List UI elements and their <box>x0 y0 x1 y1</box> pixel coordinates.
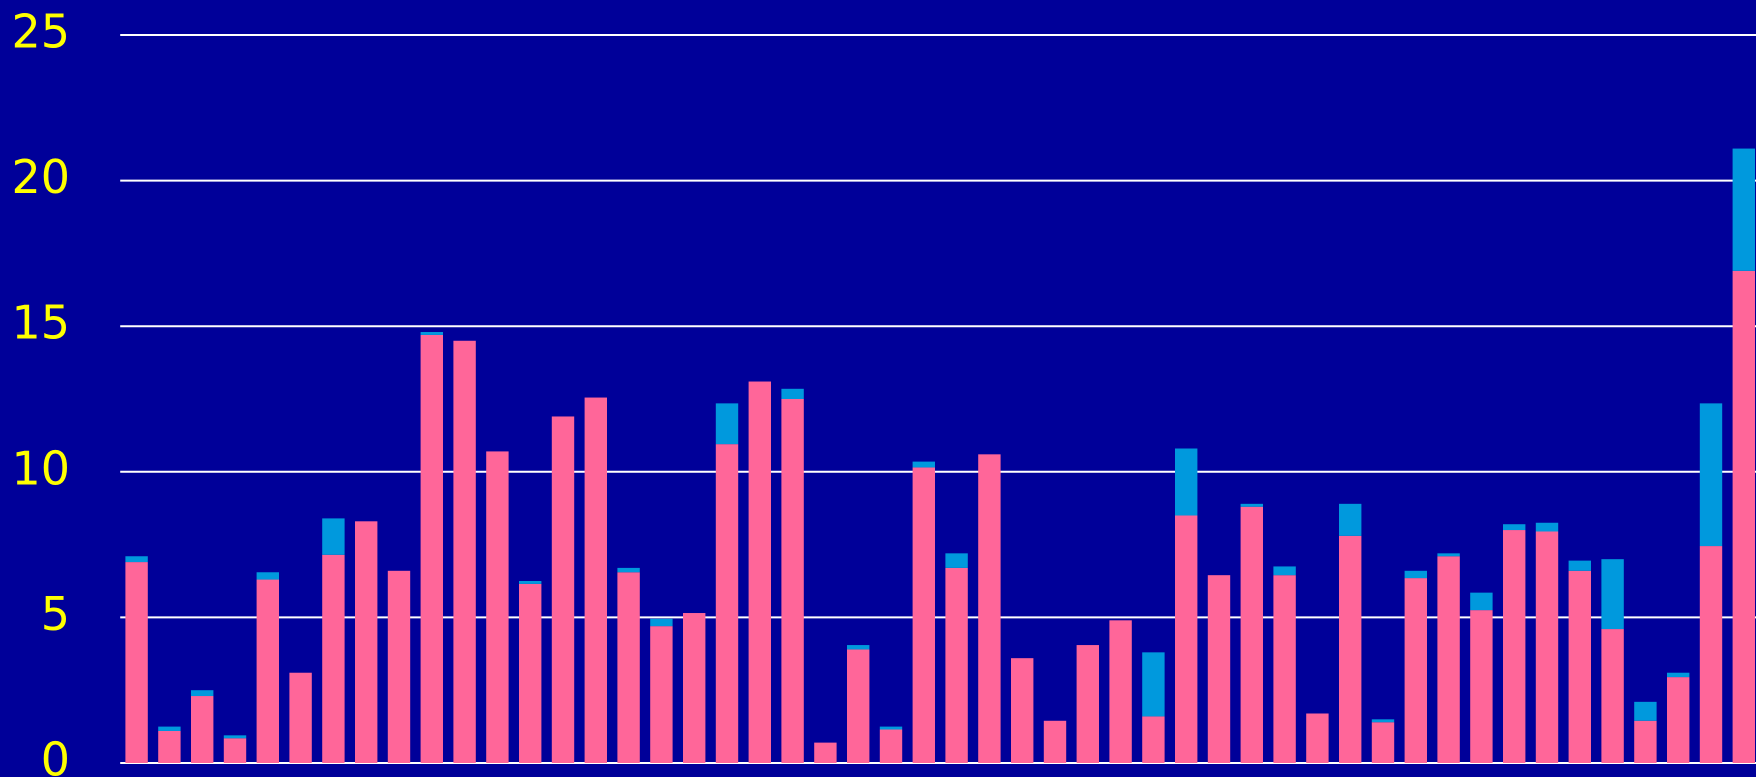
bar-segment <box>387 570 411 763</box>
bar-segment <box>781 388 804 399</box>
bar-segment <box>1601 559 1624 630</box>
bar-segment <box>1339 535 1362 763</box>
bar-segment <box>617 572 640 763</box>
bar-segment <box>1306 713 1329 763</box>
bar-segment <box>879 729 903 763</box>
bar-segment <box>158 730 181 763</box>
bar-segment <box>420 334 443 763</box>
bar-segment <box>912 461 935 468</box>
bar-segment <box>1634 720 1657 763</box>
bar-segment <box>814 742 837 763</box>
bar-segment <box>584 397 607 763</box>
bar-segment <box>1699 403 1723 547</box>
bar-segment <box>847 649 870 763</box>
bar-segment <box>1470 610 1493 763</box>
bar-segment <box>1568 570 1591 763</box>
bar-segment <box>879 726 903 730</box>
bar-segment <box>1732 270 1755 763</box>
bar-segment <box>617 567 640 573</box>
bar-segment <box>912 467 935 763</box>
bar-segment <box>1175 448 1198 516</box>
y-tick-label: 10 <box>11 441 70 495</box>
bar-segment <box>420 332 443 335</box>
bar-segment <box>715 403 739 445</box>
bar-segment <box>1273 575 1296 763</box>
bar-segment <box>1503 524 1526 531</box>
bar-segment <box>1175 515 1198 763</box>
bar-segment <box>158 726 181 731</box>
bar-segment <box>1043 720 1067 763</box>
bar-segment <box>191 690 214 697</box>
bar-segment <box>223 735 247 739</box>
bar-segment <box>1371 719 1395 723</box>
bar-segment <box>715 444 739 763</box>
bar-segment <box>256 572 279 580</box>
bar-segment <box>1404 570 1427 579</box>
bar-segment <box>191 696 214 763</box>
bar-segment <box>125 556 148 563</box>
bar-segment <box>1109 620 1132 763</box>
bar-segment <box>945 553 968 568</box>
bar-segment <box>1634 701 1657 721</box>
bar-segment <box>289 672 312 763</box>
y-tick-label: 15 <box>11 296 70 350</box>
y-tick-label: 25 <box>11 5 70 59</box>
bar-segment <box>1732 148 1755 271</box>
bar-segment <box>1142 716 1165 763</box>
y-tick-label: 20 <box>11 150 70 204</box>
bar-segment <box>1240 506 1263 763</box>
bar-segment <box>322 518 345 555</box>
bar-segment <box>1142 652 1165 717</box>
bar-segment <box>748 381 771 763</box>
bar-segment <box>650 626 673 763</box>
bar-segment <box>781 399 804 763</box>
bar-segment <box>1273 566 1296 576</box>
bar-segment <box>125 562 148 763</box>
bar-segment <box>1535 522 1559 532</box>
bar-segment <box>355 521 378 763</box>
bar-segment <box>1535 531 1559 763</box>
bar-segment <box>945 567 968 763</box>
bar-segment <box>256 579 279 763</box>
bar-segment <box>453 340 476 763</box>
bar-segment <box>1667 672 1690 678</box>
bar-segment <box>683 613 706 763</box>
bar-segment <box>1076 645 1099 763</box>
bar-segment <box>1437 553 1460 557</box>
bar-segment <box>847 645 870 650</box>
bar-segment <box>1339 503 1362 536</box>
bar-segment <box>978 454 1001 763</box>
y-tick-label: 0 <box>41 733 70 777</box>
bar-segment <box>223 738 247 763</box>
bar-segment <box>1470 592 1493 611</box>
bar-segment <box>1667 677 1690 763</box>
bar-segment <box>1568 560 1591 571</box>
bar-segment <box>322 554 345 763</box>
bar-segment <box>1371 722 1395 763</box>
bar-segment <box>519 583 542 763</box>
bar-segment <box>1601 629 1624 763</box>
bar-segment <box>551 416 575 763</box>
bar-segment <box>1503 530 1526 763</box>
bar-segment <box>1207 575 1231 763</box>
bar-segment <box>519 581 542 584</box>
bar-segment <box>650 618 673 627</box>
bar-segment <box>486 451 509 763</box>
y-tick-label: 5 <box>41 587 70 641</box>
bar-segment <box>1011 658 1034 763</box>
bar-segment <box>1404 578 1427 763</box>
bar-segment <box>1699 546 1723 763</box>
bar-segment <box>1437 556 1460 763</box>
bar-segment <box>1240 503 1263 507</box>
